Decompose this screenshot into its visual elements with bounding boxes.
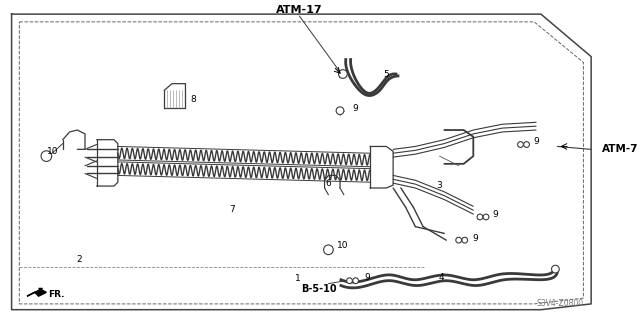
- Circle shape: [483, 214, 489, 220]
- Circle shape: [41, 151, 52, 161]
- Text: 9: 9: [472, 234, 478, 243]
- Text: 1: 1: [294, 274, 300, 283]
- Text: 10: 10: [47, 147, 59, 156]
- Text: ATM-7: ATM-7: [602, 145, 638, 154]
- Text: 9: 9: [364, 273, 370, 282]
- Circle shape: [339, 70, 348, 78]
- Text: 9: 9: [493, 210, 499, 219]
- Circle shape: [336, 107, 344, 115]
- Text: 2: 2: [76, 255, 82, 264]
- Circle shape: [518, 142, 524, 147]
- Text: FR.: FR.: [48, 290, 65, 299]
- Text: S3V4-Z0800: S3V4-Z0800: [536, 300, 583, 308]
- Circle shape: [524, 142, 529, 147]
- Text: 5: 5: [383, 70, 389, 78]
- Circle shape: [456, 237, 461, 243]
- Circle shape: [462, 237, 468, 243]
- Circle shape: [552, 265, 559, 273]
- Text: 3: 3: [436, 181, 442, 189]
- Polygon shape: [27, 288, 46, 296]
- Circle shape: [324, 245, 333, 255]
- Text: 10: 10: [337, 241, 349, 250]
- Text: 9: 9: [353, 104, 358, 113]
- Text: B-5-10: B-5-10: [301, 285, 337, 294]
- Text: 7: 7: [229, 205, 235, 214]
- Text: 4: 4: [438, 273, 444, 282]
- Text: 8: 8: [190, 95, 196, 104]
- Circle shape: [347, 278, 353, 284]
- Circle shape: [477, 214, 483, 220]
- Circle shape: [353, 278, 358, 284]
- Text: 9: 9: [533, 137, 539, 146]
- Text: ATM-17: ATM-17: [276, 5, 323, 15]
- Text: 6: 6: [326, 179, 332, 188]
